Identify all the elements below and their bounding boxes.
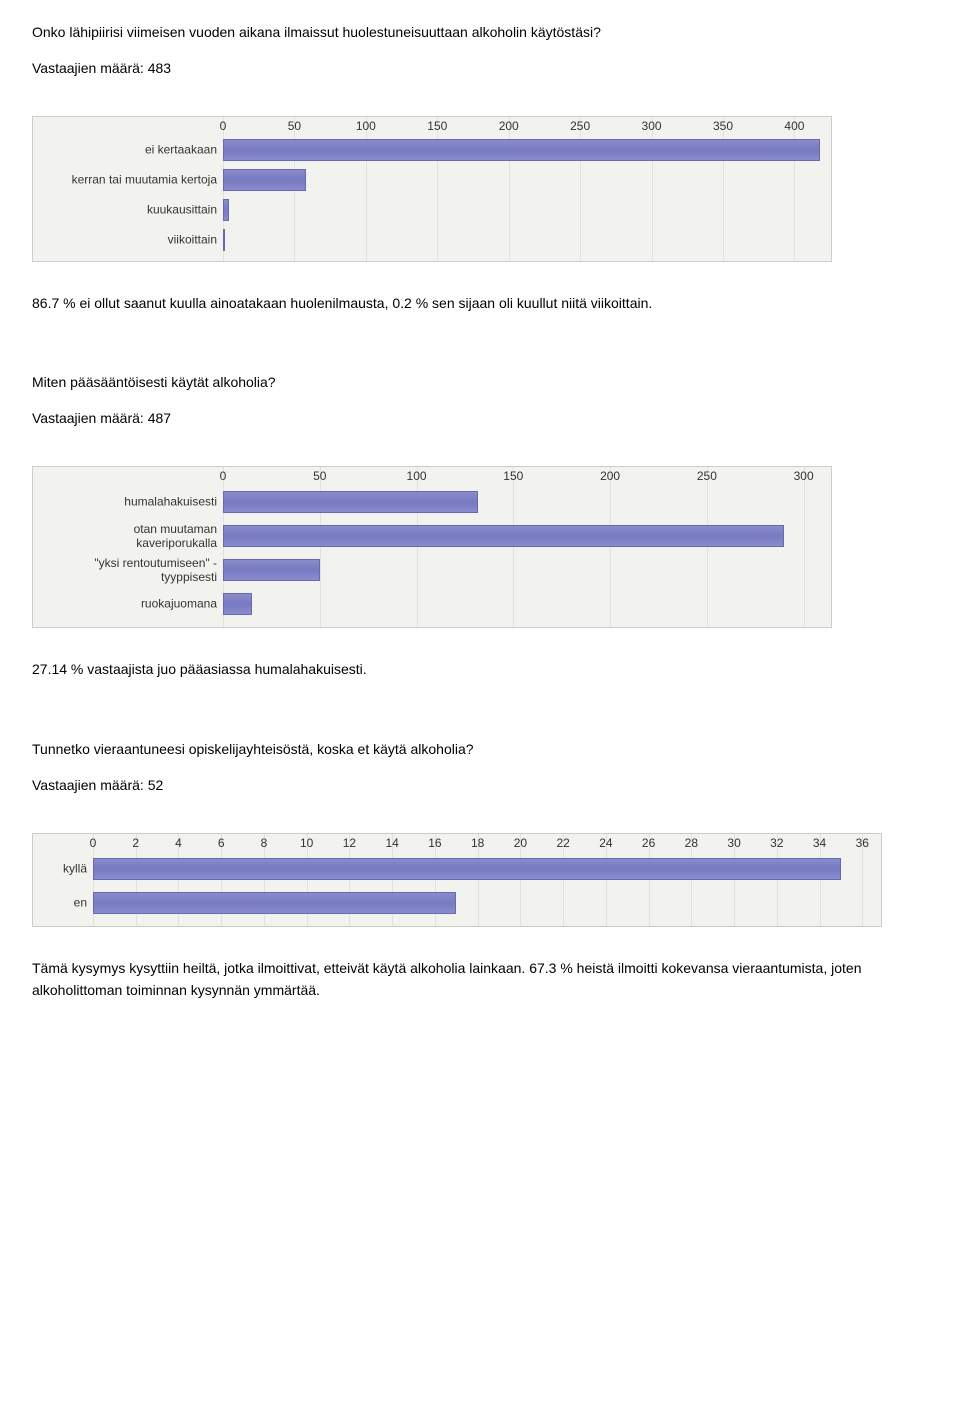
- axis-tick-label: 0: [220, 469, 227, 483]
- respondent-count: Vastaajien määrä: 483: [32, 60, 928, 76]
- axis-tick-label: 200: [499, 119, 519, 133]
- axis-tick-label: 300: [642, 119, 662, 133]
- axis-tick-label: 150: [427, 119, 447, 133]
- axis-tick-label: 8: [261, 836, 268, 850]
- category-label: kyllä: [33, 862, 93, 875]
- commentary-text: 27.14 % vastaajista juo pääasiassa humal…: [32, 658, 928, 680]
- axis-tick-label: 28: [685, 836, 698, 850]
- gridline: [610, 467, 611, 627]
- axis-tick-label: 26: [642, 836, 655, 850]
- bar: [93, 892, 456, 914]
- survey-section: Onko lähipiirisi viimeisen vuoden aikana…: [32, 24, 928, 314]
- axis-tick-label: 100: [407, 469, 427, 483]
- bar: [223, 139, 820, 161]
- axis-tick-label: 6: [218, 836, 225, 850]
- survey-section: Tunnetko vieraantuneesi opiskelijayhteis…: [32, 741, 928, 1002]
- axis-tick-label: 32: [770, 836, 783, 850]
- question-title: Miten pääsääntöisesti käytät alkoholia?: [32, 374, 928, 390]
- axis-tick-label: 50: [288, 119, 301, 133]
- category-label: kuukausittain: [33, 203, 223, 216]
- axis-tick-label: 2: [132, 836, 139, 850]
- axis-tick-label: 34: [813, 836, 826, 850]
- respondent-count: Vastaajien määrä: 52: [32, 777, 928, 793]
- axis-tick-label: 30: [727, 836, 740, 850]
- gridline: [513, 467, 514, 627]
- axis-tick-label: 16: [428, 836, 441, 850]
- bar: [223, 229, 225, 251]
- category-label: kerran tai muutamia kertoja: [33, 173, 223, 186]
- bar-chart: 024681012141618202224262830323436kylläen: [32, 833, 928, 927]
- axis-tick-label: 100: [356, 119, 376, 133]
- axis-tick-label: 0: [220, 119, 227, 133]
- bar-chart: 0 50 100 150 200 250 300 humalahakuisesti otan m…: [32, 466, 928, 628]
- axis-tick-label: 250: [570, 119, 590, 133]
- axis-tick-label: 22: [556, 836, 569, 850]
- axis-tick-label: 14: [385, 836, 398, 850]
- category-label: ei kertaakaan: [33, 143, 223, 156]
- commentary-text: Tämä kysymys kysyttiin heiltä, jotka ilm…: [32, 957, 928, 1002]
- axis-tick-label: 400: [784, 119, 804, 133]
- bar: [223, 199, 229, 221]
- question-title: Tunnetko vieraantuneesi opiskelijayhteis…: [32, 741, 928, 757]
- category-label: viikoittain: [33, 233, 223, 246]
- bar: [93, 858, 841, 880]
- bar: [223, 559, 320, 581]
- axis-tick-label: 350: [713, 119, 733, 133]
- bar-chart: 0 50 100 150 200 250 300 350 400 ei kertaakaan ker…: [32, 116, 928, 262]
- axis-tick-label: 18: [471, 836, 484, 850]
- chart-canvas: 024681012141618202224262830323436kylläen: [32, 833, 882, 927]
- axis-tick-label: 10: [300, 836, 313, 850]
- axis-tick-label: 24: [599, 836, 612, 850]
- gridline: [804, 467, 805, 627]
- axis-tick-label: 0: [90, 836, 97, 850]
- bar: [223, 169, 306, 191]
- bar: [223, 491, 478, 513]
- axis-tick-label: 150: [503, 469, 523, 483]
- axis-tick-label: 20: [514, 836, 527, 850]
- category-label: "yksi rentoutumiseen" - tyyppisesti: [33, 557, 223, 583]
- survey-section: Miten pääsääntöisesti käytät alkoholia? V…: [32, 374, 928, 680]
- bar: [223, 525, 784, 547]
- bar: [223, 593, 252, 615]
- category-label: humalahakuisesti: [33, 496, 223, 509]
- chart-canvas: 0 50 100 150 200 250 300 350 400 ei kertaakaan ker…: [32, 116, 832, 262]
- gridline: [707, 467, 708, 627]
- axis-tick-label: 300: [794, 469, 814, 483]
- question-title: Onko lähipiirisi viimeisen vuoden aikana…: [32, 24, 928, 40]
- axis-tick-label: 12: [343, 836, 356, 850]
- commentary-text: 86.7 % ei ollut saanut kuulla ainoatakaa…: [32, 292, 928, 314]
- axis-tick-label: 4: [175, 836, 182, 850]
- axis-tick-label: 36: [856, 836, 869, 850]
- category-label: ruokajuomana: [33, 598, 223, 611]
- axis-tick-label: 200: [600, 469, 620, 483]
- category-label: en: [33, 896, 93, 909]
- axis-tick-label: 50: [313, 469, 326, 483]
- axis-tick-label: 250: [697, 469, 717, 483]
- category-label: otan muutaman kaveriporukalla: [33, 523, 223, 549]
- chart-canvas: 0 50 100 150 200 250 300 humalahakuisesti otan m…: [32, 466, 832, 628]
- respondent-count: Vastaajien määrä: 487: [32, 410, 928, 426]
